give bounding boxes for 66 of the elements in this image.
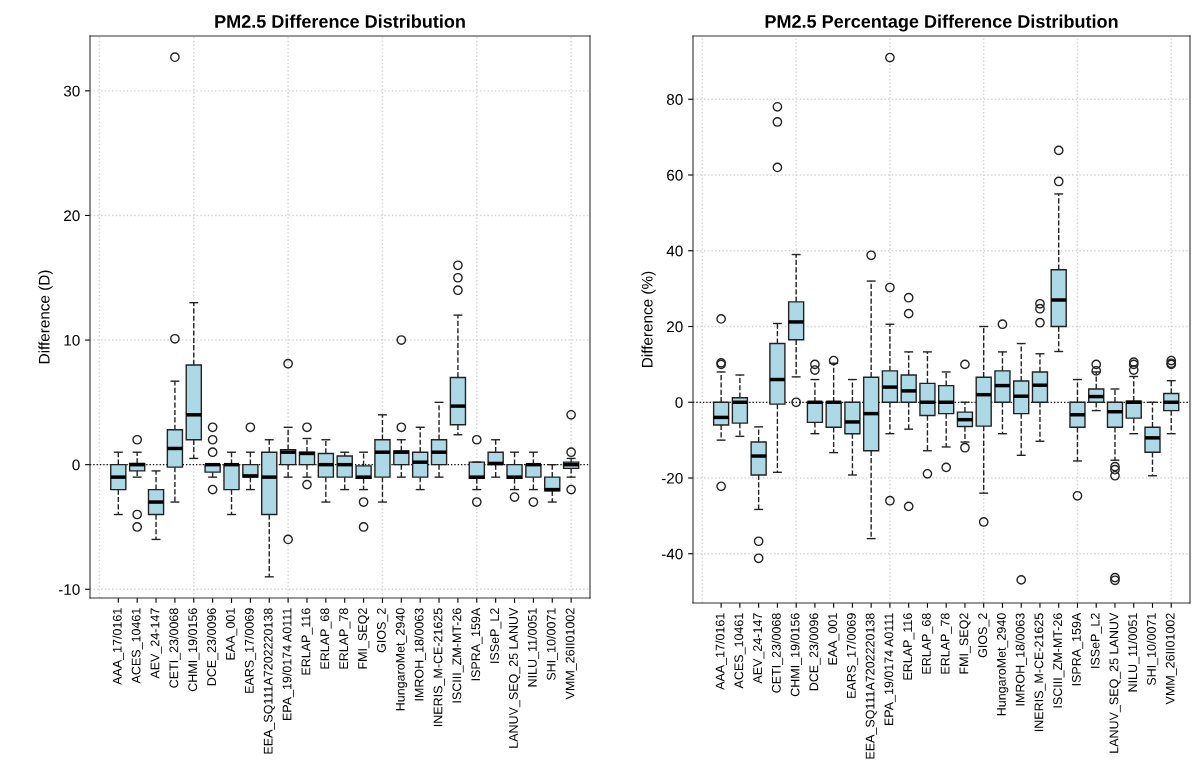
y-tick-label: 40 — [666, 245, 683, 257]
y-tick-label: -40 — [661, 548, 683, 560]
x-tick-label: EARS_17/0069 — [846, 613, 859, 698]
x-tick-label: CHMI_19/0156 — [187, 608, 200, 692]
y-tick-label: 0 — [72, 459, 80, 471]
y-tick-label: 10 — [64, 334, 80, 346]
x-tick-label: NILU_11/0051 — [527, 608, 540, 687]
chart-title: PM2.5 Percentage Difference Distribution — [765, 14, 1118, 32]
y-tick-label: 0 — [675, 397, 683, 408]
x-tick-label: INERIS_M-CE-21625 — [433, 608, 445, 727]
x-tick-label: GIOS_2 — [376, 608, 389, 653]
x-tick-label: ISPRA_159A — [471, 607, 483, 681]
x-tick-label: SHI_10/0071 — [1146, 613, 1159, 686]
x-tick-label: DCE_23/0096 — [206, 608, 219, 686]
y-tick-label: 20 — [667, 321, 683, 333]
x-tick-label: ISSeP_L2 — [1090, 613, 1102, 668]
x-tick-label: ERLAP_116 — [903, 613, 915, 680]
x-tick-label: ISCIII_ZM-MT-26 — [452, 608, 464, 703]
x-tick-label: ISCIII_ZM-MT-26 — [1053, 613, 1065, 708]
x-tick-label: AEV_24-147 — [150, 608, 162, 679]
x-tick-label: GIOS_2 — [978, 613, 990, 658]
x-tick-label: ERLAP_116 — [301, 608, 313, 675]
chart-title: PM2.5 Difference Distribution — [215, 14, 465, 28]
x-tick-label: EEA_SQ111A7202220138 — [865, 613, 877, 759]
y-tick-label: 60 — [667, 169, 683, 181]
x-tick-label: INERIS_M-CE-21625 — [1034, 613, 1046, 732]
x-tick-label: EAA_001 — [828, 613, 840, 665]
y-axis-title: Difference (D) — [38, 270, 53, 364]
x-tick-label: ERLAP_68 — [320, 608, 332, 669]
x-tick-label: ERLAP_78 — [940, 613, 952, 674]
x-tick-label: SHI_10/0071 — [546, 608, 558, 681]
x-tick-label: HungaroMet_2940 — [996, 613, 1009, 716]
x-tick-label: EAA_001 — [226, 608, 238, 660]
x-tick-label: VMM_26II01002 — [565, 608, 577, 700]
x-tick-label: CETI_23/0068 — [169, 608, 181, 688]
x-tick-label: FMI_SEQ2 — [358, 608, 370, 669]
x-tick-label: LANUV_SEQ_25 LANUV — [1109, 612, 1121, 753]
x-tick-label: ACES_10461 — [734, 613, 746, 689]
x-tick-label: ERLAP_78 — [339, 608, 351, 669]
x-tick-label: ACES_10461 — [131, 608, 143, 684]
x-tick-label: ISPRA_159A — [1071, 612, 1084, 686]
x-tick-label: CHMI_19/0156 — [790, 613, 802, 697]
x-tick-label: LANUV_SEQ_25 LANUV — [509, 607, 521, 748]
x-tick-label: HungaroMet_2940 — [395, 608, 408, 711]
x-tick-label: DCE_23/0096 — [809, 613, 821, 691]
x-tick-label: AEV_24-147 — [753, 613, 765, 684]
y-tick-label: 80 — [666, 94, 683, 105]
x-tick-label: VMM_26II01002 — [1165, 613, 1177, 705]
y-tick-label: -10 — [58, 584, 80, 595]
x-tick-label: IMROH_18/0063 — [1015, 613, 1027, 706]
x-tick-label: ISSeP_L2 — [490, 608, 502, 663]
x-tick-label: EEA_SQ111A7202220138 — [263, 608, 275, 754]
x-tick-label: EPA_19/0174 A0111 — [884, 613, 896, 725]
y-tick-label: 30 — [63, 85, 80, 97]
y-tick-label: 20 — [64, 210, 80, 222]
y-tick-label: -20 — [661, 472, 683, 484]
x-tick-label: NILU_11/0051 — [1127, 613, 1140, 692]
x-tick-label: EARS_17/0069 — [244, 608, 257, 693]
x-tick-label: FMI_SEQ2 — [959, 613, 971, 674]
x-tick-label: AAA_17/0161 — [715, 613, 727, 690]
x-tick-label: IMROH_18/0063 — [414, 608, 426, 701]
y-axis-title: Difference (%) — [641, 271, 656, 367]
x-tick-label: AAA_17/0161 — [112, 608, 125, 685]
x-tick-label: CETI_23/0068 — [771, 613, 784, 693]
x-tick-label: EPA_19/0174 A0111 — [282, 608, 294, 720]
x-tick-label: ERLAP_68 — [921, 613, 934, 674]
